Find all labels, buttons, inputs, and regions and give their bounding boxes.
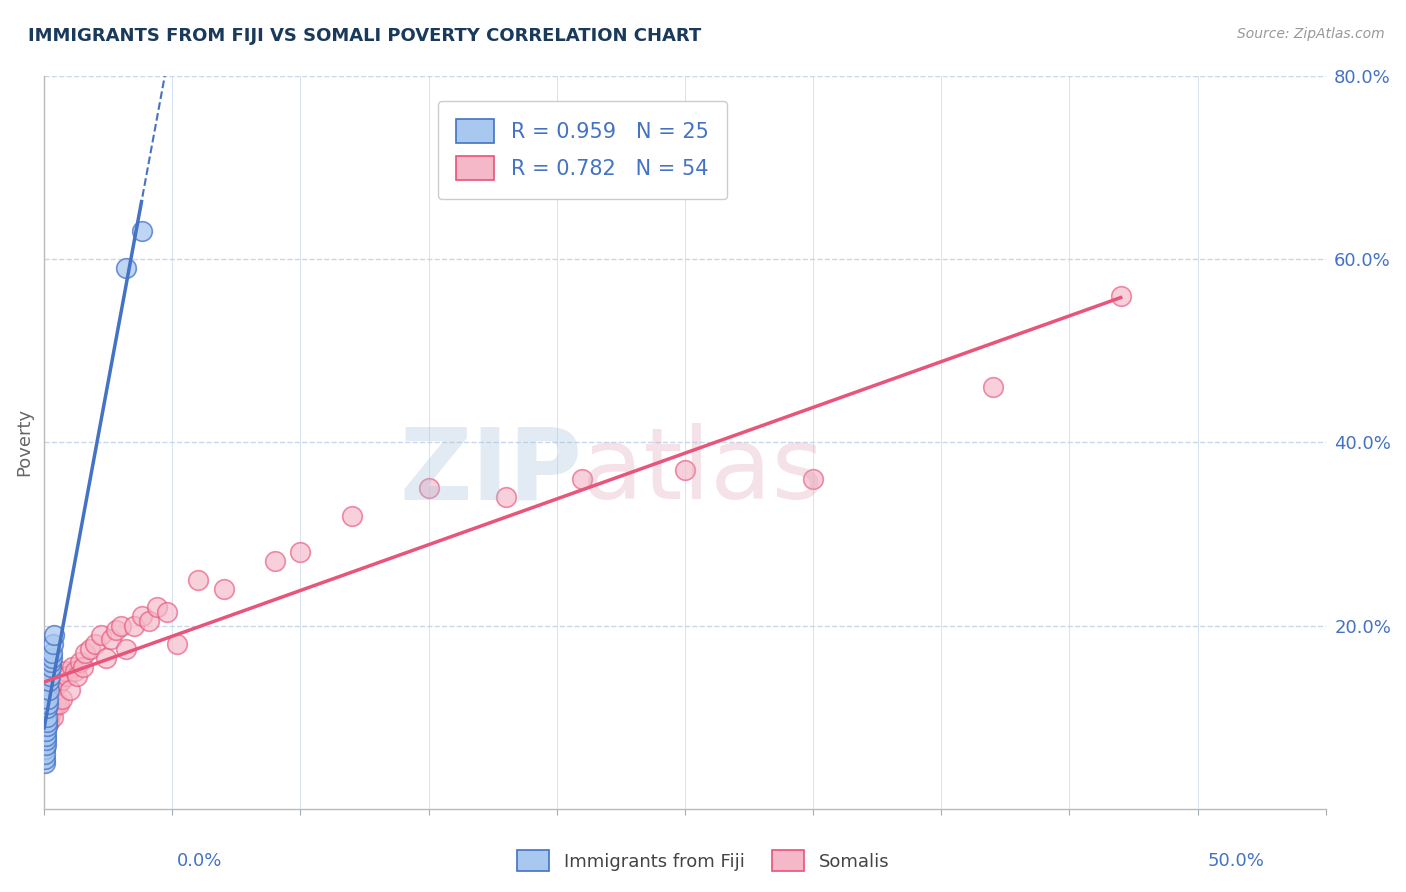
Point: [37, 710, 59, 724]
Point: [571, 472, 593, 486]
Point: [48, 697, 70, 711]
Point: [44, 673, 66, 688]
Text: 50.0%: 50.0%: [1208, 852, 1264, 870]
Point: [212, 582, 235, 596]
Point: [673, 463, 696, 477]
Point: [59, 682, 82, 697]
Point: [34, 756, 56, 771]
Text: atlas: atlas: [582, 423, 824, 520]
Point: [35, 719, 58, 733]
Point: [42, 710, 65, 724]
Point: [41, 701, 63, 715]
Point: [41, 682, 63, 697]
Point: [115, 641, 138, 656]
Point: [38, 682, 60, 697]
Point: [35, 724, 58, 739]
Point: [34, 751, 56, 765]
Point: [44, 628, 66, 642]
Point: [89, 628, 111, 642]
Point: [60, 660, 83, 674]
Point: [39, 706, 62, 720]
Point: [34, 738, 56, 752]
Point: [34, 747, 56, 761]
Point: [37, 692, 59, 706]
Point: [138, 614, 160, 628]
Point: [34, 719, 56, 733]
Point: [41, 646, 63, 660]
Point: [110, 618, 132, 632]
Point: [42, 637, 65, 651]
Point: [263, 554, 285, 568]
Point: [37, 710, 59, 724]
Point: [38, 692, 60, 706]
Point: [39, 655, 62, 669]
Point: [53, 665, 76, 679]
Legend: Immigrants from Fiji, Somalis: Immigrants from Fiji, Somalis: [509, 843, 897, 879]
Point: [38, 669, 60, 683]
Point: [801, 472, 824, 486]
Point: [49, 673, 72, 688]
Point: [66, 669, 89, 683]
Point: [418, 481, 440, 495]
Point: [35, 729, 58, 743]
Point: [84, 637, 107, 651]
Point: [290, 545, 312, 559]
Point: [146, 600, 169, 615]
Point: [156, 605, 179, 619]
Text: Source: ZipAtlas.com: Source: ZipAtlas.com: [1237, 27, 1385, 41]
Point: [37, 701, 59, 715]
Point: [39, 687, 62, 701]
Point: [63, 665, 86, 679]
Point: [1109, 288, 1132, 302]
Point: [41, 650, 63, 665]
Point: [79, 641, 101, 656]
Point: [104, 624, 127, 638]
Point: [56, 669, 79, 683]
Point: [38, 673, 60, 688]
Point: [34, 742, 56, 756]
Point: [100, 632, 122, 647]
Point: [131, 609, 153, 624]
Point: [37, 701, 59, 715]
Text: IMMIGRANTS FROM FIJI VS SOMALI POVERTY CORRELATION CHART: IMMIGRANTS FROM FIJI VS SOMALI POVERTY C…: [28, 27, 702, 45]
Point: [75, 646, 97, 660]
Point: [39, 660, 62, 674]
Legend: R = 0.959   N = 25, R = 0.782   N = 54: R = 0.959 N = 25, R = 0.782 N = 54: [437, 101, 727, 199]
Point: [38, 714, 60, 729]
Text: ZIP: ZIP: [399, 423, 582, 520]
Point: [35, 710, 58, 724]
Point: [37, 697, 59, 711]
Point: [51, 692, 73, 706]
Point: [981, 380, 1004, 394]
Point: [35, 714, 58, 729]
Point: [94, 650, 117, 665]
Point: [131, 224, 153, 238]
Point: [115, 261, 138, 276]
Y-axis label: Poverty: Poverty: [15, 409, 32, 476]
Point: [38, 697, 60, 711]
Point: [45, 678, 67, 692]
Point: [166, 637, 188, 651]
Point: [340, 508, 363, 523]
Point: [69, 655, 91, 669]
Point: [46, 669, 69, 683]
Point: [45, 697, 67, 711]
Text: 0.0%: 0.0%: [177, 852, 222, 870]
Point: [72, 660, 94, 674]
Point: [187, 573, 209, 587]
Point: [35, 733, 58, 747]
Point: [495, 490, 517, 504]
Point: [122, 618, 145, 632]
